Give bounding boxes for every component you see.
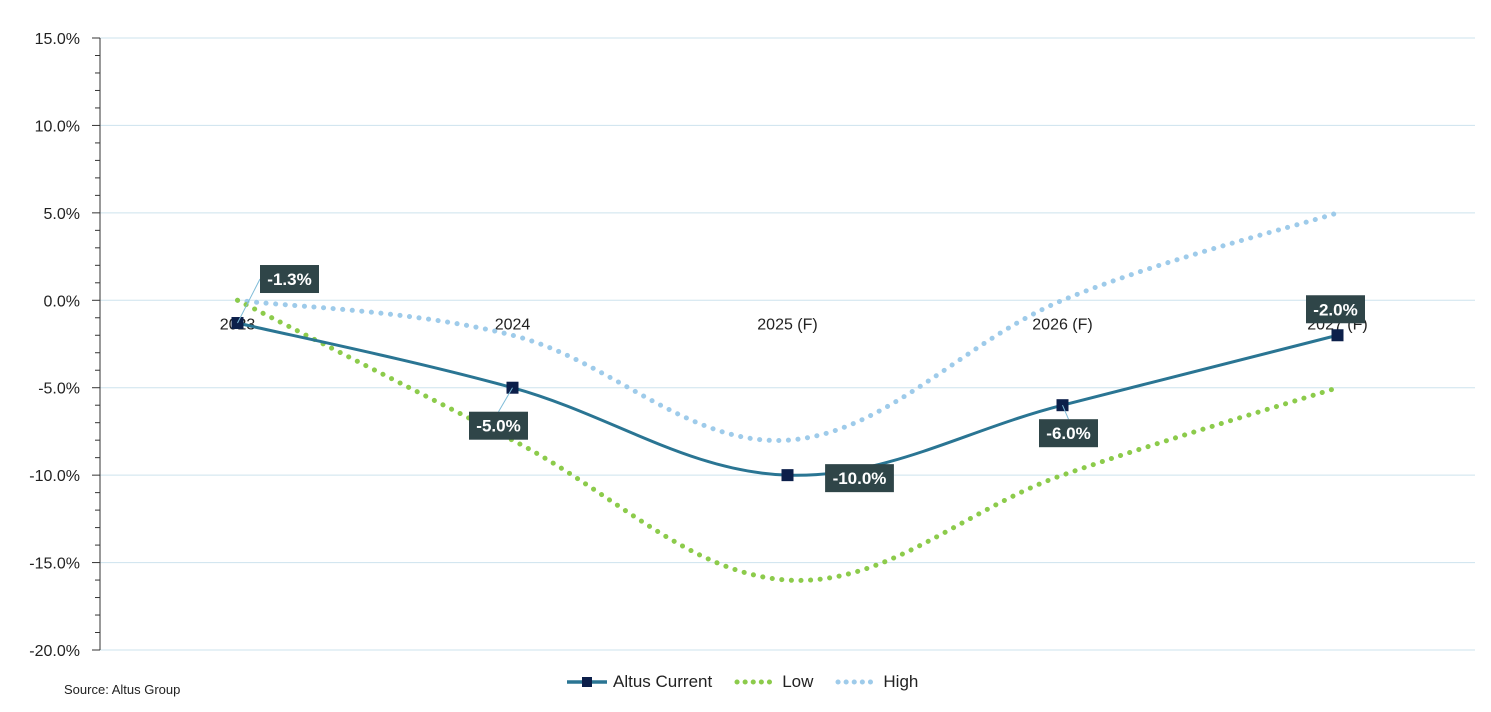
y-tick-label: -20.0% <box>29 643 80 660</box>
data-point-marker <box>1331 329 1344 342</box>
data-label: -10.0% <box>833 469 887 488</box>
data-label-leader <box>498 387 513 412</box>
series-line-altus-current <box>237 321 1338 477</box>
legend-line-dotted-blue-icon <box>835 679 880 685</box>
source-note: Source: Altus Group <box>64 682 181 697</box>
data-label: -1.3% <box>267 270 311 289</box>
series-line-high <box>235 210 1340 443</box>
data-label: -5.0% <box>476 417 520 436</box>
legend-label-altus-current: Altus Current <box>613 672 713 691</box>
legend-label-low: Low <box>782 672 814 691</box>
data-label-box <box>1039 419 1098 448</box>
y-tick-label: 10.0% <box>35 118 80 135</box>
data-label-box <box>1306 295 1365 324</box>
legend-line-solid-icon <box>567 677 607 687</box>
legend-line-dotted-green-icon <box>734 679 779 685</box>
x-axis-labels: 202320242025 (F)2026 (F)2027 (F) <box>220 316 1368 333</box>
x-category-label: 2024 <box>495 316 531 333</box>
legend: Altus Current Low High <box>565 672 940 692</box>
data-label-box <box>260 265 319 294</box>
y-tick-label: 0.0% <box>44 293 80 310</box>
legend-label-high: High <box>883 672 919 691</box>
x-category-label: 2025 (F) <box>757 316 817 333</box>
series-lines <box>235 210 1340 583</box>
y-axis: 15.0% 10.0% 5.0% 0.0% -5.0% -10.0% -15.0% -20.0… <box>29 31 101 660</box>
data-label-leader <box>1062 405 1069 420</box>
y-tick-label: 5.0% <box>44 206 80 223</box>
y-tick-label: -10.0% <box>29 468 80 485</box>
data-labels: -1.3% -5.0% -10.0% -6.0% -2.0% <box>237 265 1365 493</box>
legend-item-altus-current[interactable]: Altus Current <box>565 672 712 692</box>
x-category-label: 2026 (F) <box>1032 316 1092 333</box>
data-point-marker <box>781 469 794 482</box>
y-tick-label: -5.0% <box>38 381 80 398</box>
data-label-box <box>469 411 528 440</box>
gridlines <box>100 37 1475 651</box>
legend-item-low[interactable]: Low <box>734 672 813 692</box>
data-label: -6.0% <box>1046 424 1090 443</box>
data-label-leader <box>237 278 261 324</box>
y-tick-label: -15.0% <box>29 556 80 573</box>
y-tick-label: 15.0% <box>35 31 80 48</box>
legend-item-high[interactable]: High <box>835 672 918 692</box>
series-markers <box>231 317 1344 482</box>
data-label-box <box>825 464 894 493</box>
data-label: -2.0% <box>1313 300 1357 319</box>
